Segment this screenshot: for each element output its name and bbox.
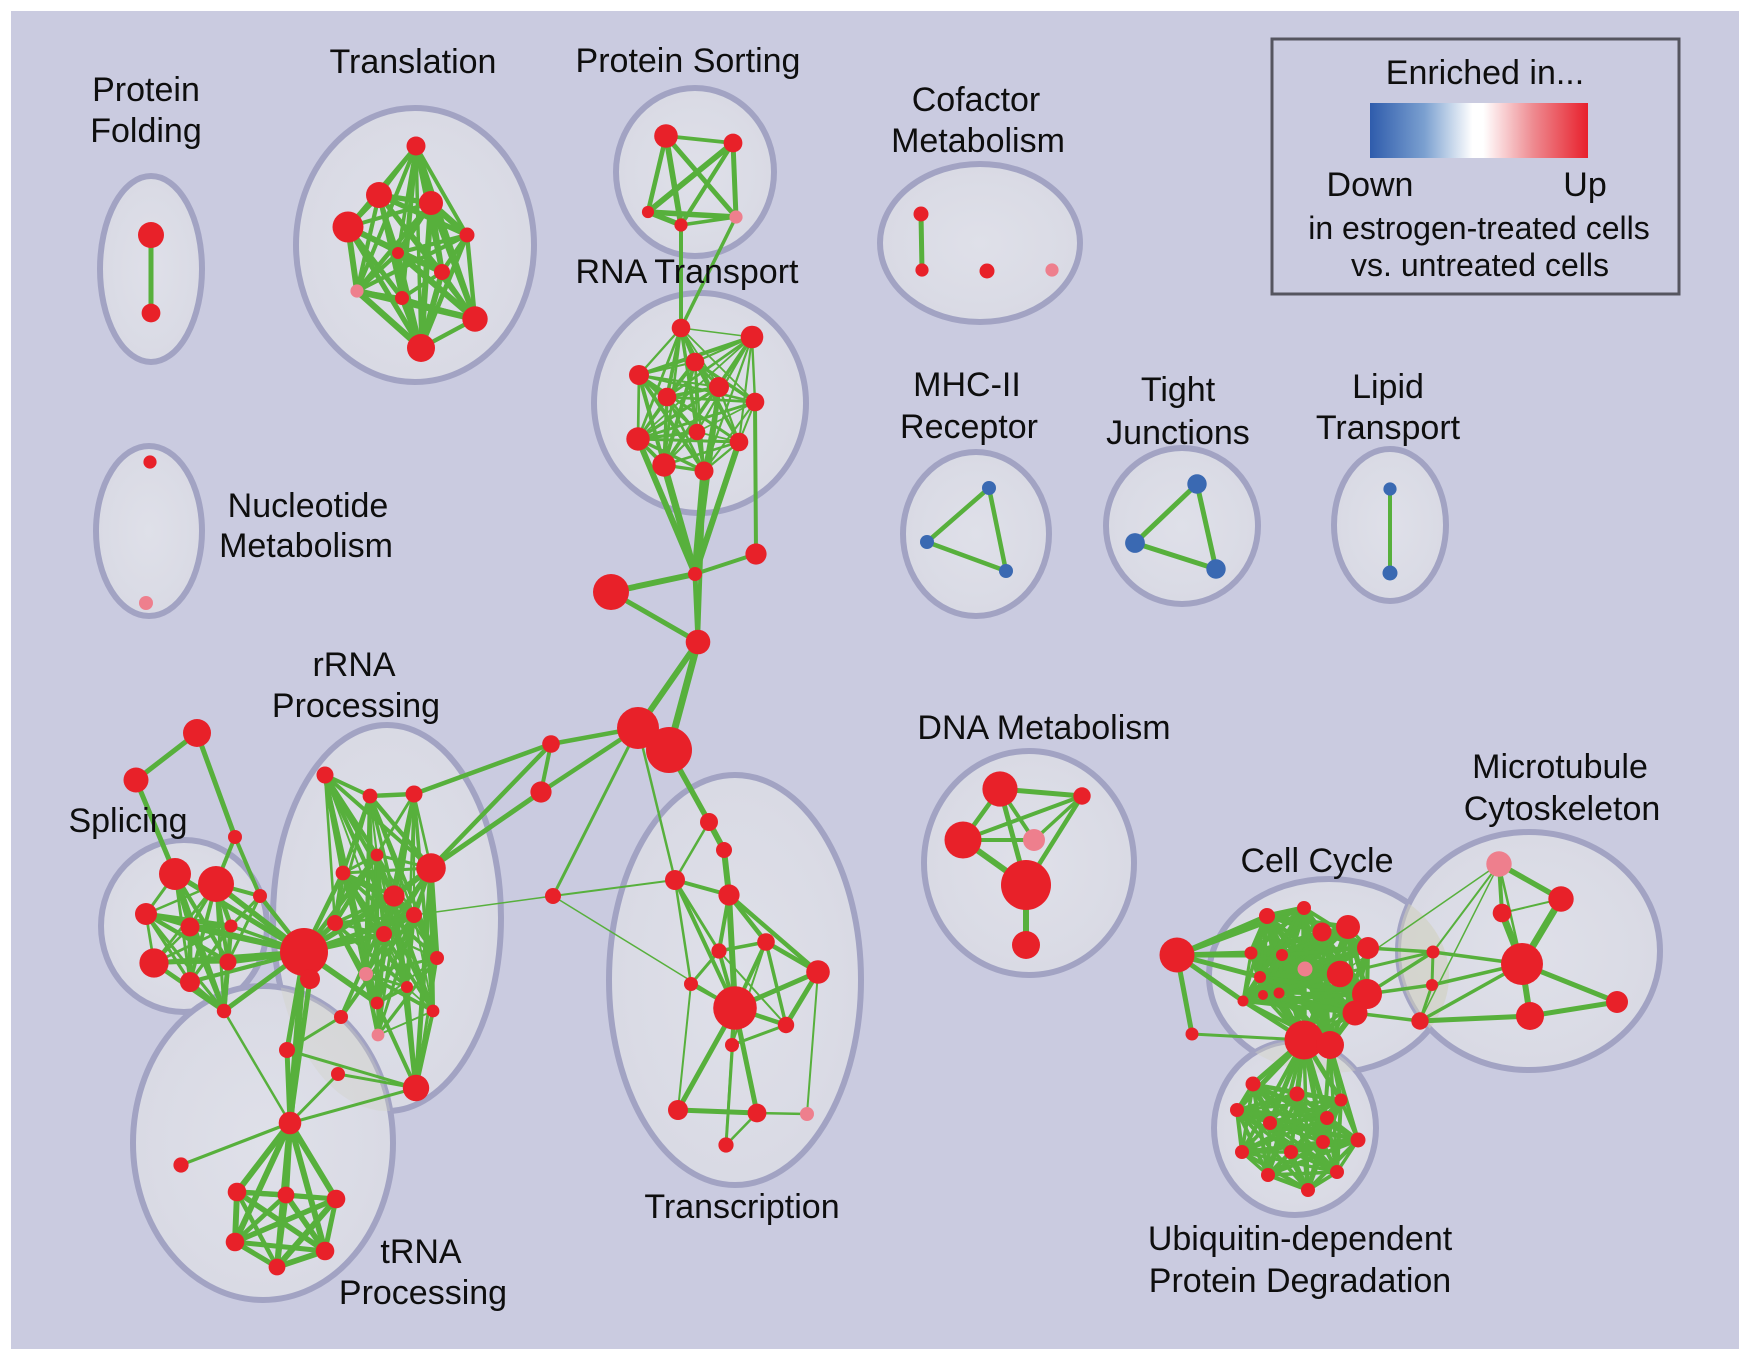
svg-text:Up: Up (1563, 166, 1606, 204)
svg-text:RNA Transport: RNA Transport (576, 253, 800, 291)
svg-text:Junctions: Junctions (1106, 414, 1250, 452)
svg-text:Splicing: Splicing (68, 802, 187, 840)
svg-text:Folding: Folding (90, 112, 202, 150)
svg-text:Nucleotide: Nucleotide (228, 487, 389, 525)
svg-text:Cytoskeleton: Cytoskeleton (1464, 790, 1661, 828)
svg-text:Transcription: Transcription (644, 1188, 839, 1226)
svg-text:Down: Down (1327, 166, 1414, 204)
svg-text:Transport: Transport (1316, 409, 1461, 447)
svg-text:in estrogen-treated cells: in estrogen-treated cells (1308, 210, 1650, 246)
svg-text:Cofactor: Cofactor (912, 81, 1041, 119)
svg-text:Microtubule: Microtubule (1472, 748, 1648, 786)
svg-text:Receptor: Receptor (900, 408, 1038, 446)
svg-text:Cell Cycle: Cell Cycle (1240, 842, 1393, 880)
svg-text:Enriched in...: Enriched in... (1386, 54, 1584, 92)
svg-text:tRNA: tRNA (380, 1233, 462, 1271)
svg-text:Protein Degradation: Protein Degradation (1149, 1262, 1451, 1300)
svg-text:Tight: Tight (1141, 371, 1216, 409)
svg-text:Translation: Translation (330, 43, 497, 81)
svg-text:Protein: Protein (92, 71, 200, 109)
svg-text:Processing: Processing (272, 687, 440, 725)
svg-text:Processing: Processing (339, 1274, 507, 1312)
svg-text:Metabolism: Metabolism (219, 527, 393, 565)
svg-text:MHC-II: MHC-II (913, 366, 1021, 404)
svg-text:Lipid: Lipid (1352, 368, 1424, 406)
svg-text:Ubiquitin-dependent: Ubiquitin-dependent (1148, 1220, 1453, 1258)
svg-text:vs. untreated cells: vs. untreated cells (1351, 247, 1609, 283)
svg-text:rRNA: rRNA (312, 646, 395, 684)
svg-text:Metabolism: Metabolism (891, 122, 1065, 160)
svg-text:DNA Metabolism: DNA Metabolism (917, 709, 1170, 747)
svg-text:Protein Sorting: Protein Sorting (576, 42, 801, 80)
